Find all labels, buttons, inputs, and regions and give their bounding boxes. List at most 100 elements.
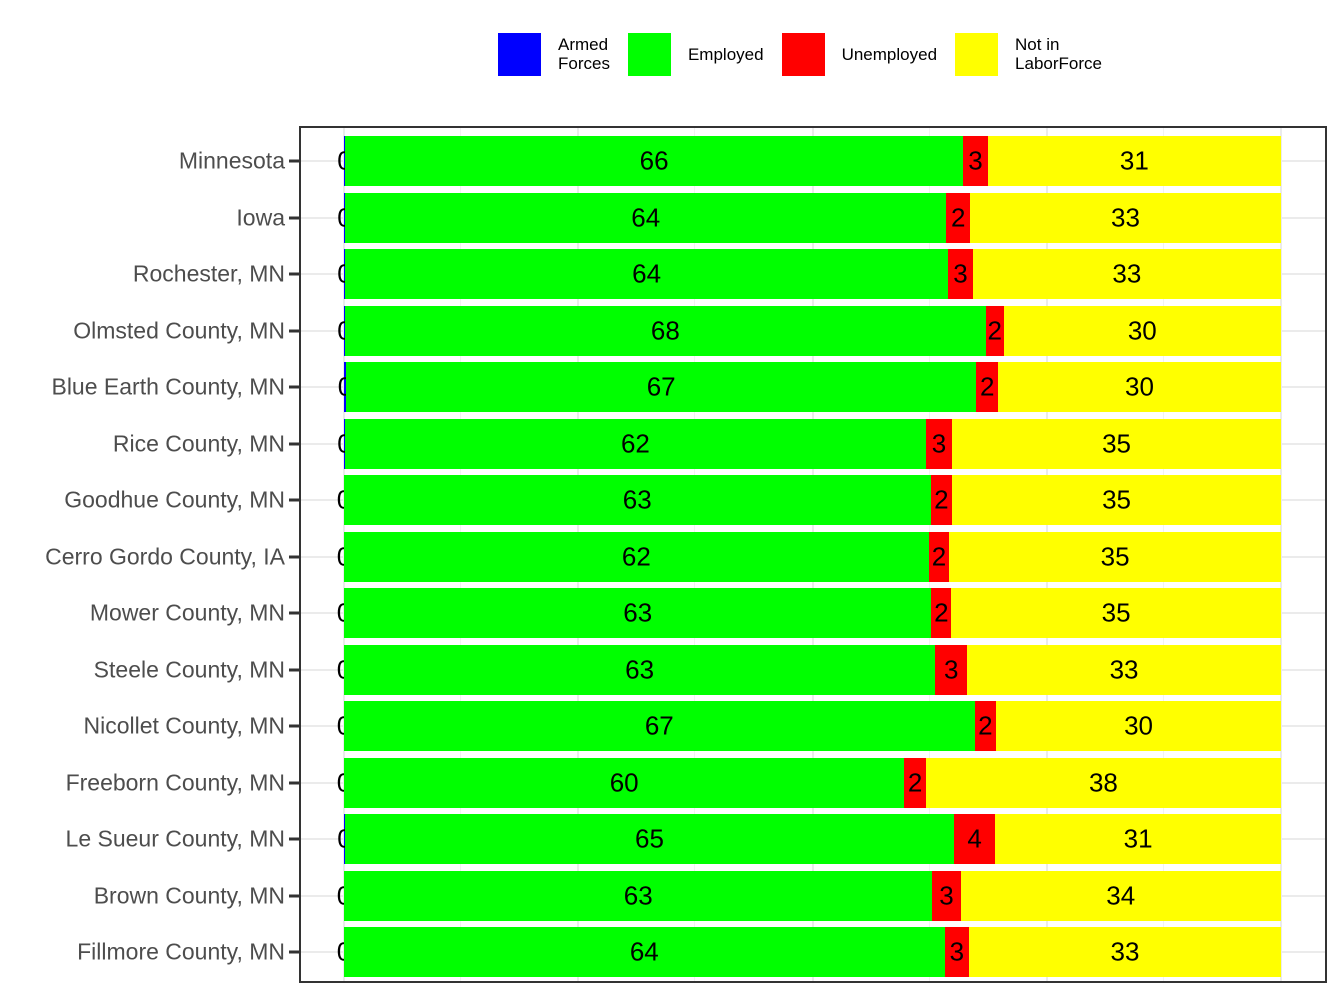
bar-value-label: 33 [1112,258,1142,289]
legend-label: Unemployed [841,44,938,64]
bar-segment-not-in-laborforce [987,136,1281,186]
y-axis-tick [289,385,299,389]
legend-swatch [781,32,825,76]
bar-segment-not-in-laborforce [967,644,1281,695]
bar-segment-not-in-laborforce [972,249,1281,299]
y-axis-tick [289,272,299,276]
bar-segment-armed-forces [344,136,345,186]
legend-label: Armed Forces [558,35,610,73]
legend-item: Not in LaborForce [955,32,1102,76]
bar-segment-unemployed [985,305,1004,356]
y-axis-label: Le Sueur County, MN [65,825,285,852]
bar-value-label: 67 [646,371,676,402]
y-axis-label: Rochester, MN [132,260,285,287]
bar-value-label: 2 [907,767,923,797]
y-axis-tick [289,668,299,671]
y-axis-label: Iowa [236,204,285,230]
y-axis-tick [289,611,299,615]
y-axis-label: Freeborn County, MN [65,769,285,795]
bar-segment-armed-forces [344,814,345,864]
bar-segment-unemployed [953,814,996,864]
bar-segment-armed-forces [344,192,345,243]
y-axis-label: Blue Earth County, MN [51,373,285,400]
bar-value-label: 3 [953,258,968,289]
bar-value-label: 62 [620,428,650,458]
bar-segment-not-in-laborforce [995,814,1281,864]
bar-value-label: 2 [934,597,949,628]
bar-row: 064233 [301,192,1325,243]
bar-segment-unemployed [974,701,997,751]
chart-legend: Armed Forces Employed Unemployed Not in Lab… [498,32,1120,76]
bar-value-label: 34 [1106,880,1136,910]
bar-segment-unemployed [925,418,953,469]
bar-segment-employed [344,588,932,638]
bar-row: 064333 [301,249,1325,299]
bar-value-label: 63 [623,880,653,910]
plot-panel: 0663310642330643330682300672300623350632… [299,126,1327,983]
bar-value-label: 31 [1123,823,1153,854]
bar-segment-employed [345,362,977,412]
y-axis-tick [289,837,299,841]
legend-item: Unemployed [781,32,938,76]
bar-segment-not-in-laborforce [925,757,1281,808]
bar-value-label: 3 [949,936,965,967]
bar-segment-not-in-laborforce [996,701,1281,751]
bar-value-label: 66 [639,145,669,176]
bar-segment-unemployed [930,475,953,525]
bar-segment-not-in-laborforce [1003,305,1281,356]
bar-segment-not-in-laborforce [952,418,1281,469]
bar-value-label: 2 [980,371,995,402]
y-axis-label: Minnesota [178,147,285,174]
bar-segment-unemployed [904,757,926,808]
bar-value-label: 67 [644,710,674,741]
bar-value-label: 64 [631,202,661,232]
legend-swatch [955,32,999,76]
bar-value-label: 2 [931,541,947,571]
y-axis-tick [289,442,299,445]
bar-value-label: 35 [1102,484,1132,515]
bar-value-label: 4 [967,823,982,854]
bar-value-label: 31 [1119,145,1149,176]
y-axis-label: Goodhue County, MN [64,486,285,513]
bar-value-label: 3 [931,428,947,458]
y-axis-label: Fillmore County, MN [77,938,285,965]
legend-item: Employed [627,32,764,76]
bar-segment-not-in-laborforce [998,362,1281,412]
bar-segment-employed [344,249,949,299]
bar-value-label: 35 [1102,428,1132,458]
y-axis-tick [289,498,299,502]
bar-value-label: 3 [939,880,954,910]
bar-value-label: 64 [632,258,662,289]
y-axis-label: Steele County, MN [93,656,285,682]
bar-segment-not-in-laborforce [952,475,1281,525]
y-axis-tick [289,216,299,219]
bar-segment-armed-forces [344,362,346,412]
bar-segment-unemployed [963,136,988,186]
y-axis-tick [289,555,299,558]
y-axis-tick [289,894,299,897]
bar-value-label: 62 [621,541,651,571]
bar-value-label: 65 [634,823,664,854]
bar-value-label: 63 [623,597,653,628]
bar-value-label: 2 [978,710,993,741]
bar-segment-employed [344,475,931,525]
y-axis-tick [289,781,299,784]
bar-value-label: 3 [968,145,983,176]
legend-swatch [627,32,671,76]
bar-segment-armed-forces [344,249,345,299]
bar-value-label: 2 [987,315,1002,345]
bar-value-label: 60 [609,767,639,797]
bar-segment-employed [344,701,975,751]
bar-segment-employed [344,814,954,864]
bar-value-label: 63 [622,484,652,515]
bar-row: 063235 [301,588,1325,638]
bar-segment-armed-forces [344,305,345,356]
y-axis-tick [289,159,299,163]
bar-row: 068230 [301,305,1325,356]
bar-segment-unemployed [928,531,950,582]
bar-row: 062235 [301,531,1325,582]
